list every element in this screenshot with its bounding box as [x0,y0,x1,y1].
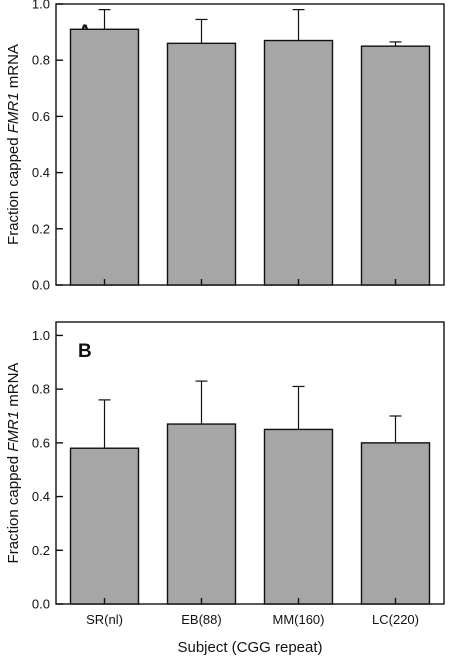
x-axis-label: Subject (CGG repeat) [177,639,322,656]
x-tick-label: SR(nl) [86,612,123,627]
bar-b-2 [166,423,237,605]
panel-b: Fraction capped FMR1 mRNA B Subject (CGG… [5,321,445,656]
y-tick-label-a: 0.0 [32,278,50,293]
y-tick-label-a: 0.6 [32,109,50,124]
y-axis-label-b: Fraction capped FMR1 mRNA [5,363,22,564]
y-tick-label-a: 0.8 [32,53,50,68]
bar-b-4 [360,442,431,605]
bar-a-4 [360,45,431,286]
y-axis-label-a: Fraction capped FMR1 mRNA [5,44,22,245]
y-tick-label-a: 1.0 [32,0,50,12]
bar-a-2 [166,42,237,286]
y-tick-label-b: 0.2 [32,543,50,558]
panel-a: Fraction capped FMR1 mRNA A 0.00.20.40.6… [5,0,445,293]
x-tick-label: MM(160) [272,612,324,627]
bar-a-1 [69,28,140,286]
y-tick-label-a: 0.4 [32,165,50,180]
bar-a-3 [263,39,334,286]
y-tick-label-b: 1.0 [32,328,50,343]
x-tick-label: EB(88) [181,612,221,627]
panel-letter-b: B [78,341,92,362]
x-tick-label: LC(220) [372,612,419,627]
plot-frame-a [55,3,445,286]
bar-b-3 [263,428,334,605]
plot-frame-b [55,321,445,605]
y-tick-label-b: 0.0 [32,597,50,612]
y-tick-label-b: 0.8 [32,382,50,397]
y-tick-label-b: 0.4 [32,489,50,504]
bar-b-1 [69,447,140,605]
y-tick-label-a: 0.2 [32,221,50,236]
y-tick-label-b: 0.6 [32,435,50,450]
